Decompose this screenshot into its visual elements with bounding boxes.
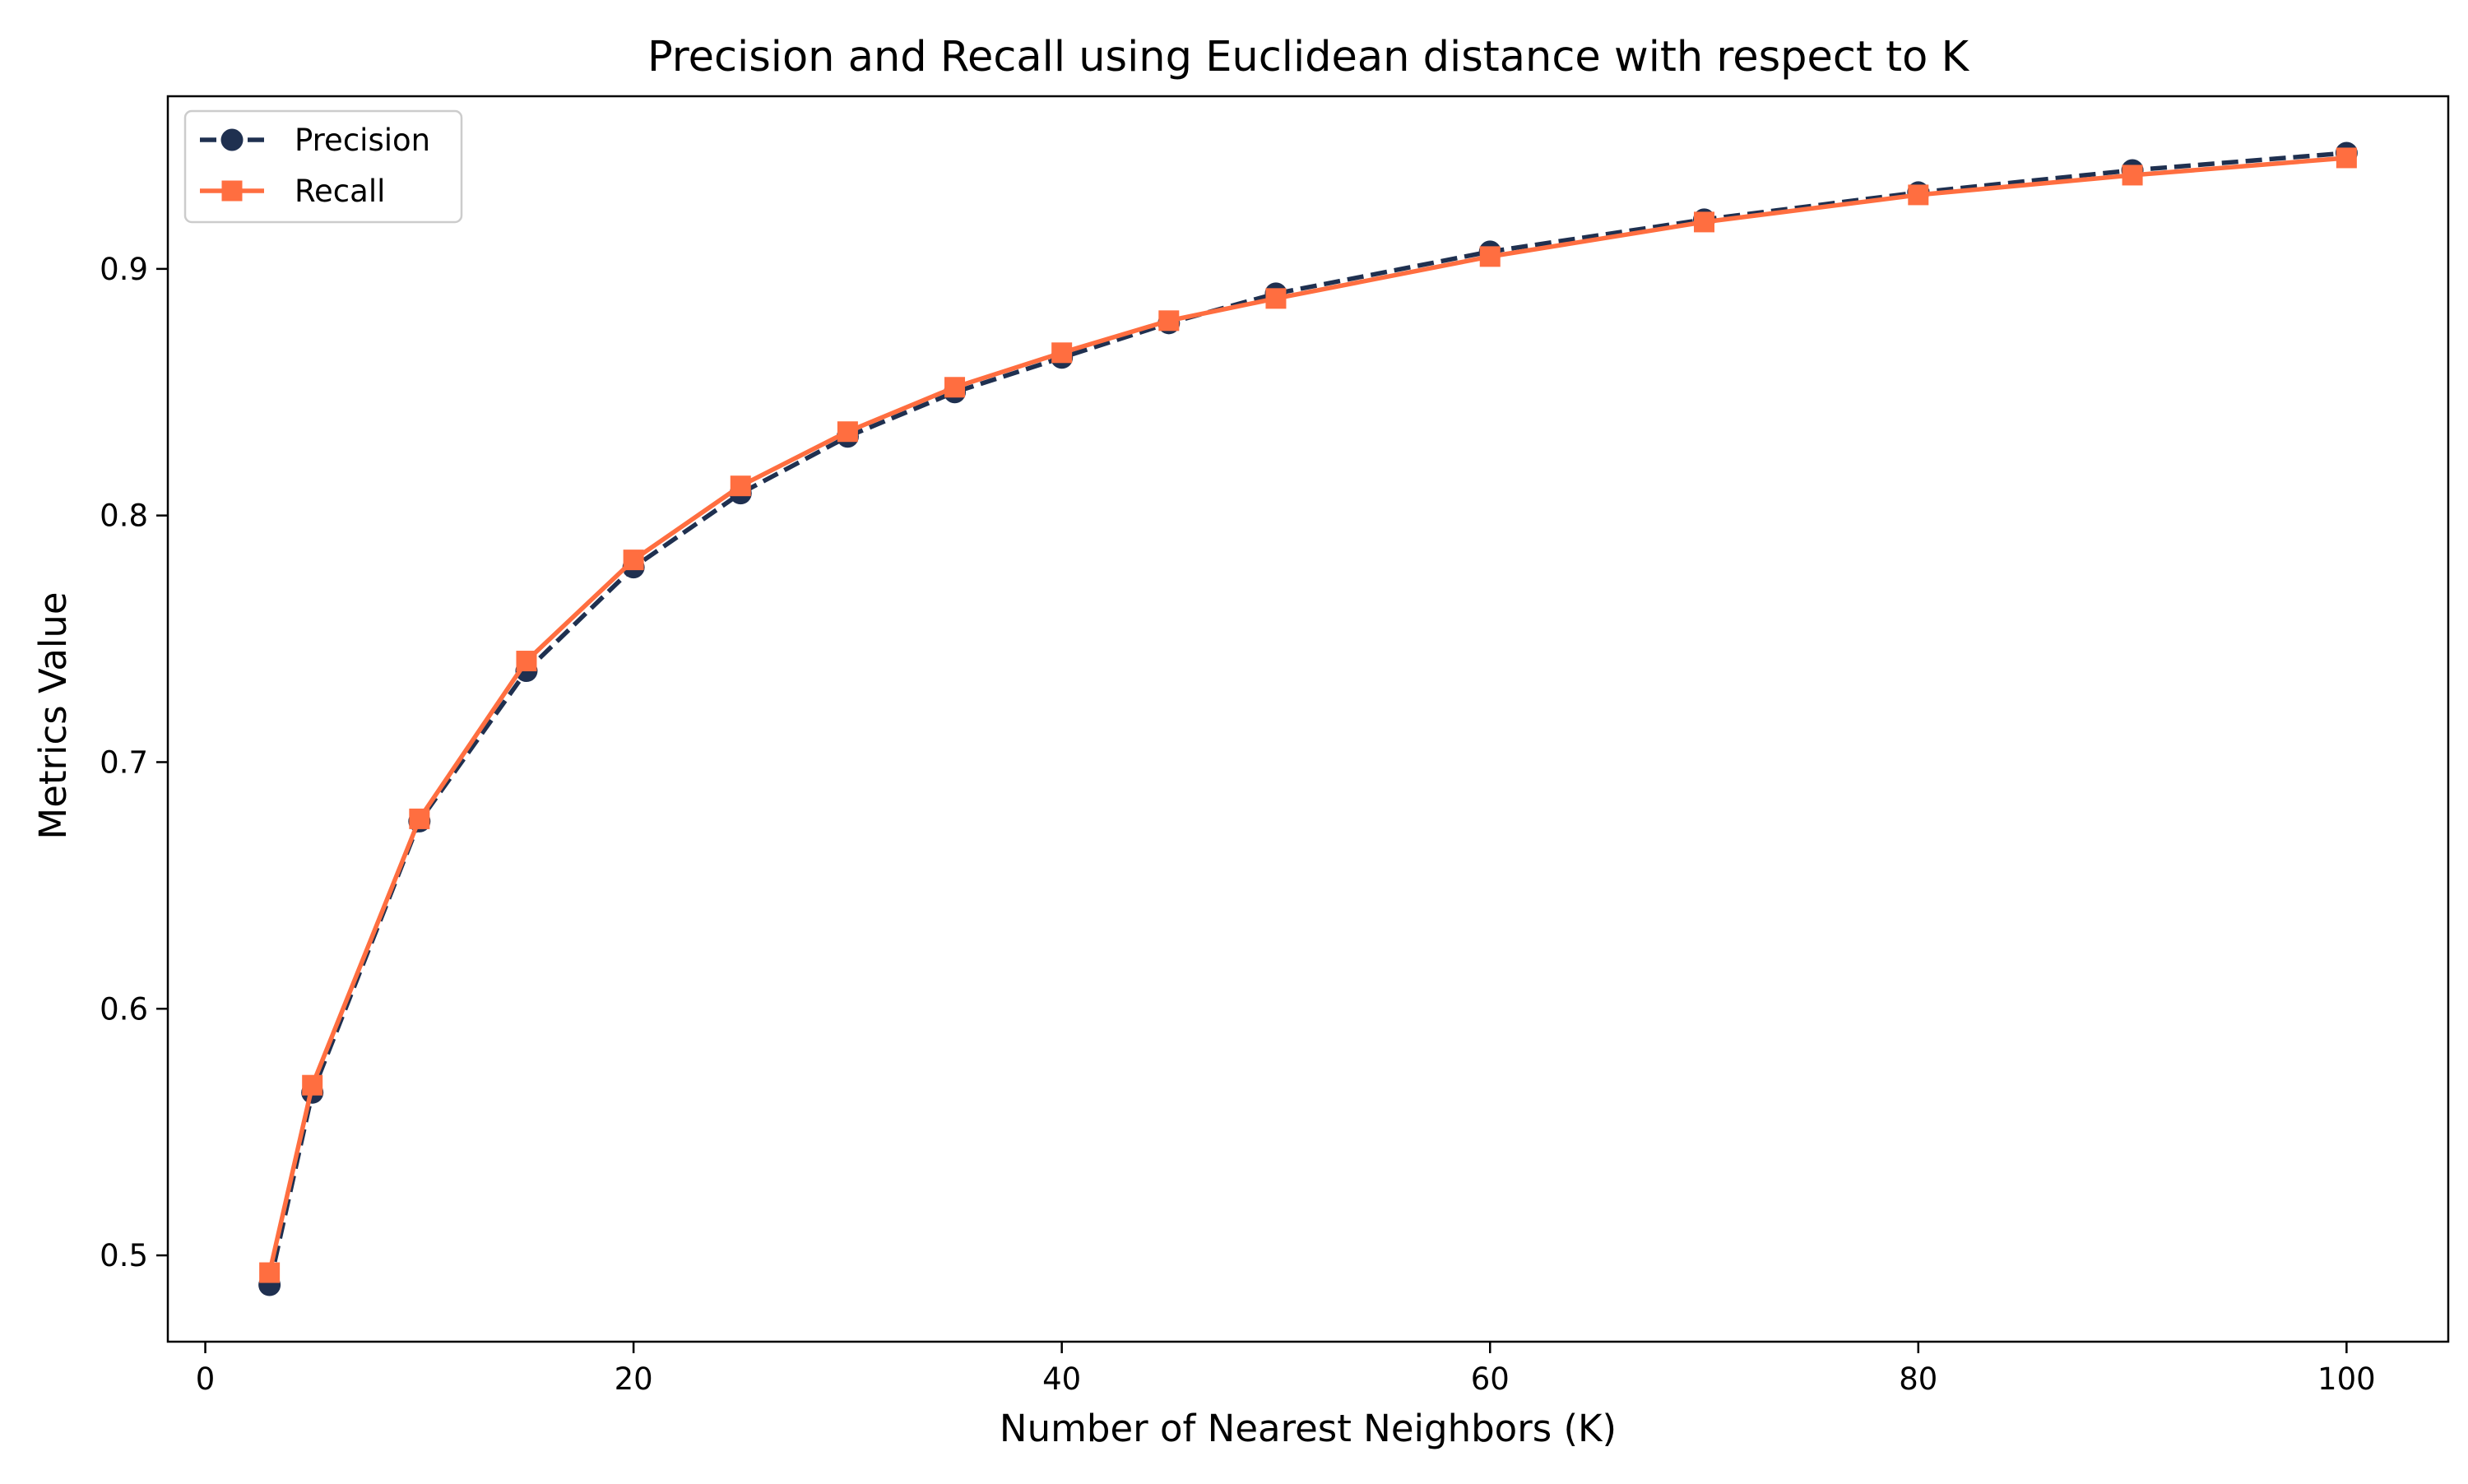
legend-precision-marker (220, 128, 244, 151)
recall-point (1158, 310, 1180, 332)
recall-point (409, 808, 430, 829)
legend-recall-marker (221, 180, 243, 202)
x-tick-label: 80 (1899, 1361, 1937, 1397)
y-axis-label: Metrics Value (31, 591, 75, 839)
precision-line (267, 151, 2347, 1286)
y-tick-label: 0.8 (100, 499, 148, 534)
x-axis-ticks: 0 20 40 60 80 100 (196, 1342, 2376, 1397)
recall-point (259, 1262, 281, 1283)
recall-point (2336, 147, 2357, 169)
recall-point (730, 475, 751, 497)
recall-point (2122, 165, 2143, 186)
recall-point (1908, 184, 1929, 206)
recall-point (1479, 246, 1501, 267)
x-tick-label: 60 (1471, 1361, 1510, 1397)
y-tick-label: 0.5 (100, 1238, 148, 1273)
legend-recall-label: Recall (295, 174, 385, 209)
y-tick-label: 0.6 (100, 991, 148, 1027)
y-tick-label: 0.9 (100, 252, 148, 287)
x-tick-label: 100 (2317, 1361, 2376, 1397)
x-tick-label: 0 (196, 1361, 216, 1397)
recall-point (1694, 211, 1715, 233)
x-tick-label: 40 (1042, 1361, 1081, 1397)
series-layer (258, 141, 2358, 1296)
recall-point (623, 550, 644, 571)
y-tick-label: 0.7 (100, 744, 148, 780)
recall-point (302, 1074, 323, 1096)
recall-line (267, 155, 2347, 1273)
plot-area-frame (166, 95, 2450, 1343)
recall-point (944, 377, 966, 398)
x-tick-label: 20 (615, 1361, 653, 1397)
legend-entries: Precision Recall (200, 123, 430, 209)
recall-point (1265, 288, 1287, 309)
recall-point (837, 421, 858, 443)
x-axis-label: Number of Nearest Neighbors (K) (1000, 1407, 1617, 1450)
recall-point (1051, 342, 1073, 364)
y-axis-ticks: 0.5 0.6 0.7 0.8 0.9 (100, 252, 168, 1273)
chart-title: Precision and Recall using Euclidean dis… (647, 33, 1970, 81)
recall-point (516, 651, 537, 672)
legend-precision-label: Precision (295, 123, 430, 158)
legend: Precision Recall (183, 109, 463, 224)
